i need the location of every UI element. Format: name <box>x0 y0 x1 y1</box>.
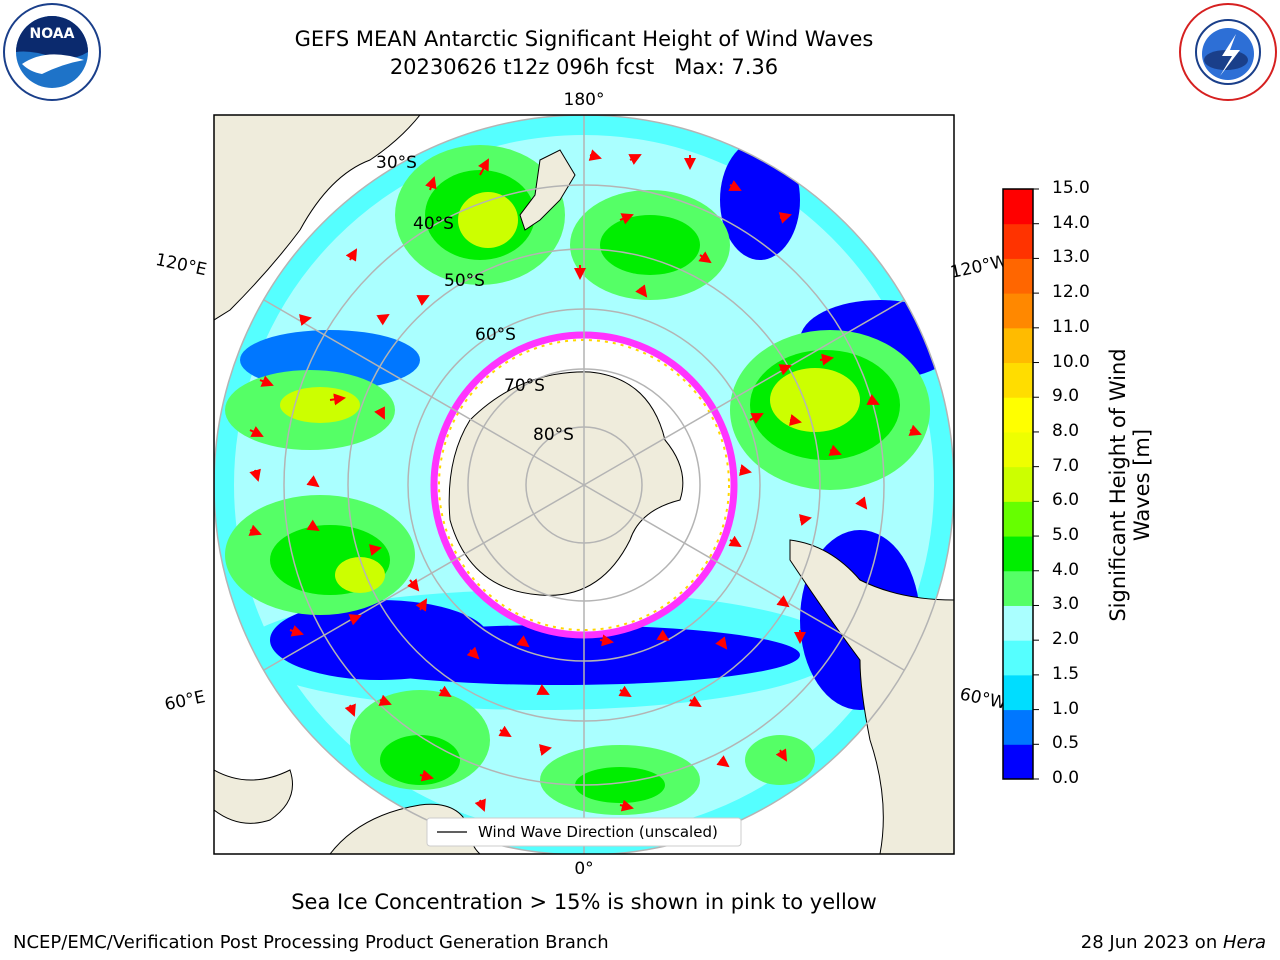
madagascar-landmass <box>214 769 293 824</box>
colorbar-segment <box>1003 362 1033 398</box>
colorbar-segment <box>1003 189 1033 225</box>
lat-label-60s: 60°S <box>475 325 516 345</box>
date-stamp: 28 Jun 2023 on Hera <box>1080 932 1266 953</box>
colorbar-tick-label: 15.0 <box>1052 178 1090 198</box>
lon-label-180: 180° <box>564 90 605 110</box>
nws-logo <box>1179 3 1277 101</box>
lat-label-80s: 80°S <box>533 425 574 445</box>
colorbar-tick-label: 12.0 <box>1052 282 1090 303</box>
colorbar-tick-label: 1.5 <box>1052 663 1080 684</box>
colorbar-tick-label: 1.0 <box>1052 698 1080 719</box>
colorbar-frame <box>1002 188 1034 780</box>
colorbar-segment <box>1003 397 1033 433</box>
legend-label: Wind Wave Direction (unscaled) <box>478 823 718 841</box>
colorbar-segment <box>1003 744 1033 780</box>
colorbar-segment <box>1003 466 1033 502</box>
antarctica-landmass <box>448 371 684 596</box>
colorbar-segment <box>1003 674 1033 711</box>
colorbar-tick-label: 10.0 <box>1052 351 1090 372</box>
colorbar-tick-label: 11.0 <box>1052 316 1090 337</box>
colorbar-segment <box>1003 605 1033 641</box>
wave-direction-arrows <box>248 149 922 812</box>
colorbar-segment <box>1003 431 1033 468</box>
lon-label-120e: 120°E <box>154 250 209 280</box>
colorbar-segment <box>1003 223 1033 259</box>
colorbar-tick-label: 6.0 <box>1052 490 1080 511</box>
map-plot-area: Wind Wave Direction (unscaled) <box>214 115 954 854</box>
new-zealand-landmass <box>519 149 576 231</box>
colorbar-tick-label: 2.0 <box>1052 629 1080 650</box>
colorbar-tick-label: 9.0 <box>1052 386 1080 407</box>
lat-label-50s: 50°S <box>444 271 485 291</box>
colorbar-segment <box>1003 570 1033 606</box>
map-title: GEFS MEAN Antarctic Significant Height o… <box>294 27 874 51</box>
colorbar-tick-label: 5.0 <box>1052 525 1080 546</box>
latitude-labels: 30°S 40°S 50°S 60°S 70°S 80°S <box>376 153 574 445</box>
lat-label-30s: 30°S <box>376 153 417 173</box>
colorbar-label: Significant Height of Wind Waves [m] <box>1106 348 1154 622</box>
lon-label-0: 0° <box>574 859 593 879</box>
map-subtitle: 20230626 t12z 096h fcst Max: 7.36 <box>389 55 779 79</box>
colorbar-segment <box>1003 258 1033 294</box>
south-america-landmass <box>789 539 954 854</box>
colorbar-tick-label: 3.0 <box>1052 594 1080 615</box>
credit-text: NCEP/EMC/Verification Post Processing Pr… <box>13 932 609 953</box>
australia-landmass <box>214 115 421 321</box>
machine-name: Hera <box>1222 932 1266 953</box>
lat-label-70s: 70°S <box>504 376 545 396</box>
noaa-logo: NOAA <box>3 3 101 101</box>
lon-label-60w: 60°W <box>958 684 1008 713</box>
sea-ice-note: Sea Ice Concentration > 15% is shown in … <box>291 890 877 914</box>
colorbar-segment <box>1003 640 1033 676</box>
colorbar <box>1003 188 1039 780</box>
lon-label-60e: 60°E <box>163 687 207 715</box>
colorbar-segment <box>1003 501 1033 537</box>
colorbar-segment <box>1003 536 1033 572</box>
colorbar-segment <box>1003 709 1033 745</box>
colorbar-tick-label: 0.0 <box>1052 768 1080 788</box>
colorbar-tick-label: 8.0 <box>1052 420 1080 441</box>
colorbar-tick-label: 14.0 <box>1052 212 1090 233</box>
colorbar-tick-label: 13.0 <box>1052 247 1090 268</box>
colorbar-tick-label: 0.5 <box>1052 733 1080 754</box>
colorbar-segment <box>1003 327 1033 364</box>
graticule <box>214 115 954 854</box>
colorbar-tick-label: 7.0 <box>1052 455 1080 476</box>
colorbar-segment <box>1003 293 1033 329</box>
svg-text:NOAA: NOAA <box>30 26 75 42</box>
colorbar-tick-label: 4.0 <box>1052 559 1080 580</box>
map-legend: Wind Wave Direction (unscaled) <box>426 817 742 847</box>
lat-label-40s: 40°S <box>413 214 454 234</box>
lon-label-120w: 120°W <box>949 251 1010 283</box>
map-frame <box>213 114 955 855</box>
